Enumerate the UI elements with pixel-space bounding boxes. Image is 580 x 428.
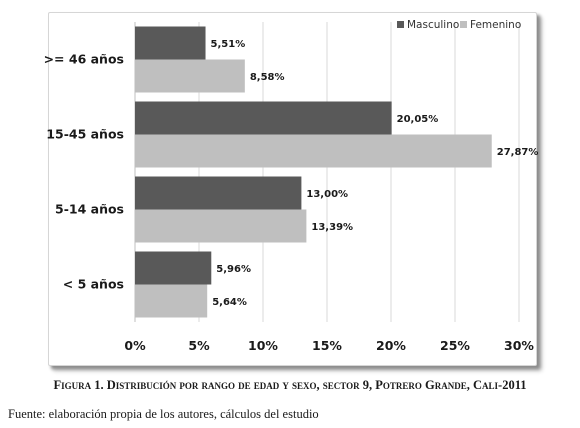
data-label: 20,05% xyxy=(397,114,439,125)
x-tick-label: 20% xyxy=(376,338,406,353)
x-tick-label: 25% xyxy=(440,338,470,353)
data-label: 13,00% xyxy=(306,189,348,200)
x-tick-label: 15% xyxy=(312,338,342,353)
data-label: 27,87% xyxy=(497,147,539,158)
category-label: 5-14 años xyxy=(55,202,124,217)
bar-masculino xyxy=(135,176,302,210)
data-label: 5,64% xyxy=(212,297,247,308)
bar-masculino xyxy=(135,101,392,135)
data-label: 8,58% xyxy=(250,72,285,83)
x-tick-label: 30% xyxy=(504,338,534,353)
legend-femenino-swatch xyxy=(460,21,467,28)
bar-femenino xyxy=(135,209,307,243)
figure-caption: Figura 1. Distribución por rango de edad… xyxy=(53,378,527,392)
x-tick-label: 10% xyxy=(248,338,278,353)
legend-femenino-label: Femenino xyxy=(470,19,521,31)
x-tick-label: 0% xyxy=(124,338,146,353)
bar-masculino xyxy=(135,26,206,60)
x-tick-label: 5% xyxy=(188,338,210,353)
bar-masculino xyxy=(135,251,212,285)
bar-femenino xyxy=(135,59,245,93)
category-label: >= 46 años xyxy=(44,52,124,67)
bar-femenino xyxy=(135,284,208,318)
bar-femenino xyxy=(135,134,492,168)
category-label: < 5 años xyxy=(63,277,124,292)
data-label: 5,51% xyxy=(211,39,246,50)
legend-masculino-label: Masculino xyxy=(407,19,459,31)
legend-masculino-swatch xyxy=(397,21,404,28)
source-note: Fuente: elaboración propia de los autore… xyxy=(8,407,319,421)
category-label: 15-45 años xyxy=(46,127,124,142)
data-label: 5,96% xyxy=(216,264,251,275)
data-label: 13,39% xyxy=(311,222,353,233)
